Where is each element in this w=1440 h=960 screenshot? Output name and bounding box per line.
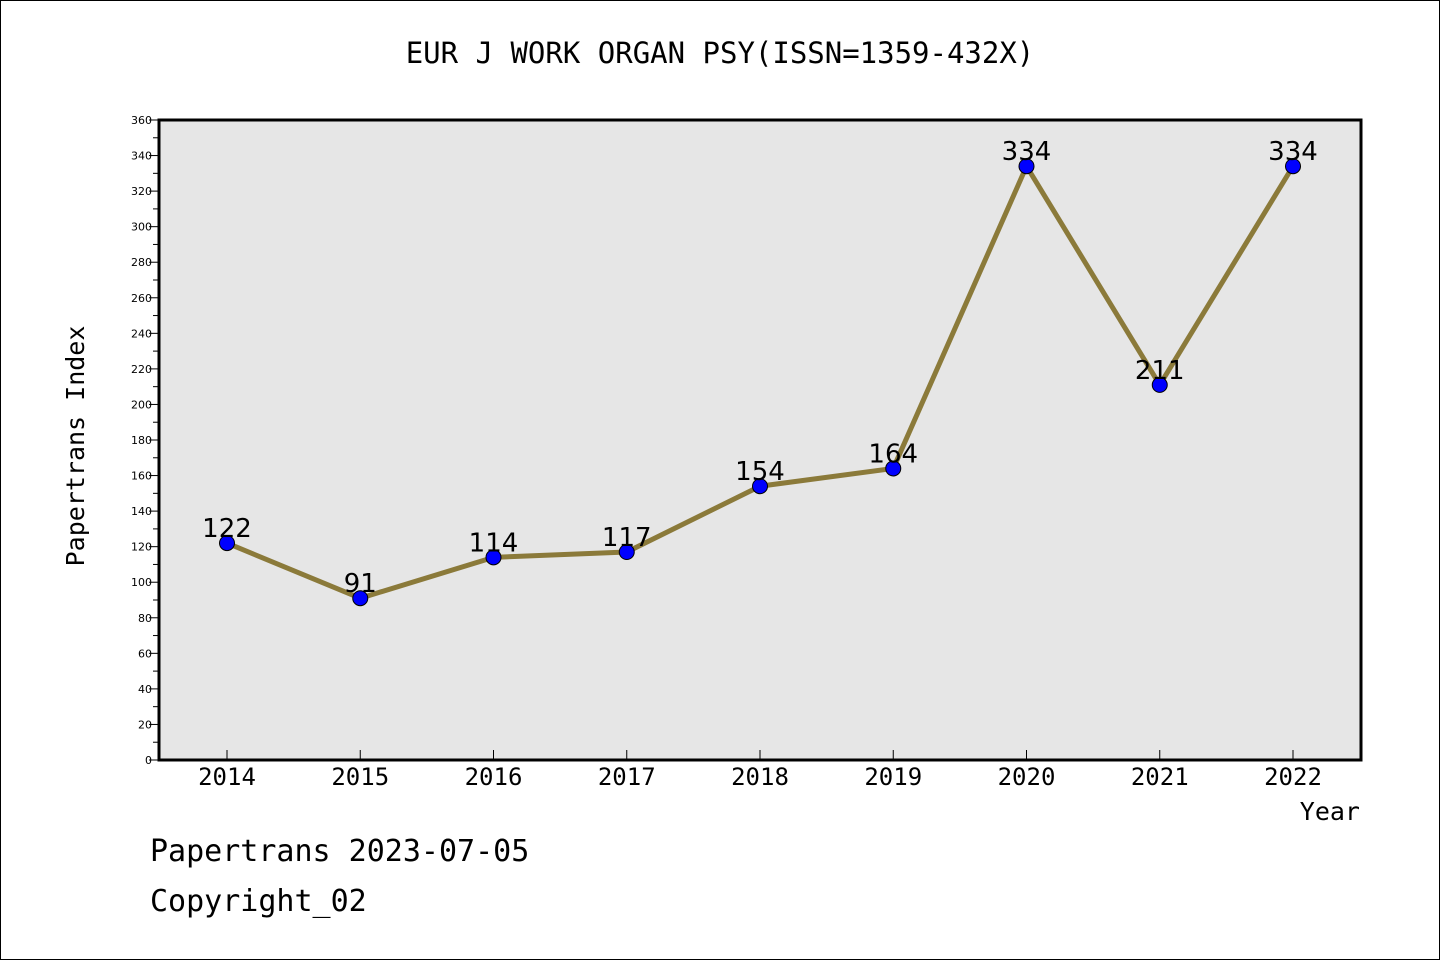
y-axis-label: Papertrans Index (61, 326, 90, 567)
data-label: 122 (202, 514, 252, 544)
x-axis-label: Year (1300, 797, 1360, 826)
y-tick-label: 220 (131, 363, 152, 376)
data-label: 334 (1268, 137, 1318, 167)
y-axis: 0 20 40 60 80 100 120 140 160 180 200 220 240 260 280 3… (131, 114, 159, 767)
x-tick-label: 2019 (864, 763, 922, 791)
data-point (618, 544, 635, 560)
y-tick-label: 20 (138, 718, 152, 731)
data-point (219, 535, 235, 552)
data-label: 91 (344, 569, 377, 599)
x-tick-label: 2020 (998, 763, 1056, 791)
data-point (752, 478, 768, 495)
y-tick-label: 0 (145, 754, 152, 767)
x-axis: 2014 2015 2016 2017 2018 2019 2020 2021 2022 (198, 750, 1322, 791)
x-tick-label: 2021 (1131, 763, 1189, 791)
y-tick-label: 40 (138, 683, 152, 696)
y-tick-label: 60 (138, 647, 152, 660)
plot-area (157, 118, 1363, 762)
y-tick-label: 320 (131, 185, 152, 198)
y-tick-label: 200 (131, 398, 152, 411)
footer-copyright: Copyright_02 (150, 884, 367, 919)
y-tick-label: 80 (138, 612, 152, 625)
data-label: 211 (1135, 356, 1185, 386)
x-tick-label: 2022 (1264, 763, 1322, 791)
markers (219, 158, 1301, 607)
y-tick-label: 340 (131, 150, 152, 163)
data-point (485, 549, 502, 566)
data-label: 154 (735, 457, 785, 487)
x-tick-label: 2014 (198, 763, 256, 791)
y-tick-label: 280 (131, 256, 152, 269)
data-point (1018, 158, 1035, 175)
y-tick-label: 120 (131, 541, 152, 554)
x-tick-label: 2018 (731, 763, 789, 791)
footer-date: Papertrans 2023-07-05 (150, 834, 530, 869)
data-label: 164 (868, 439, 918, 469)
x-tick-label: 2015 (331, 763, 389, 791)
chart-title: EUR J WORK ORGAN PSY(ISSN=1359-432X) (405, 36, 1035, 70)
x-tick-label: 2017 (598, 763, 656, 791)
y-tick-label: 360 (131, 114, 152, 127)
data-label: 334 (1002, 137, 1052, 167)
y-tick-label: 160 (131, 470, 152, 483)
data-point (1151, 376, 1168, 393)
data-point (352, 590, 369, 607)
data-point (885, 460, 902, 477)
y-tick-label: 240 (131, 327, 152, 340)
y-tick-label: 180 (131, 434, 152, 447)
y-tick-label: 260 (131, 292, 152, 305)
data-labels: 122 91 114 117 154 164 334 211 334 (202, 137, 1318, 599)
data-label: 117 (602, 523, 652, 553)
y-tick-label: 300 (131, 221, 152, 234)
y-tick-label: 140 (131, 505, 152, 518)
x-tick-label: 2016 (465, 763, 523, 791)
data-point (1285, 158, 1301, 175)
data-label: 114 (469, 528, 519, 558)
y-tick-label: 100 (131, 576, 152, 589)
